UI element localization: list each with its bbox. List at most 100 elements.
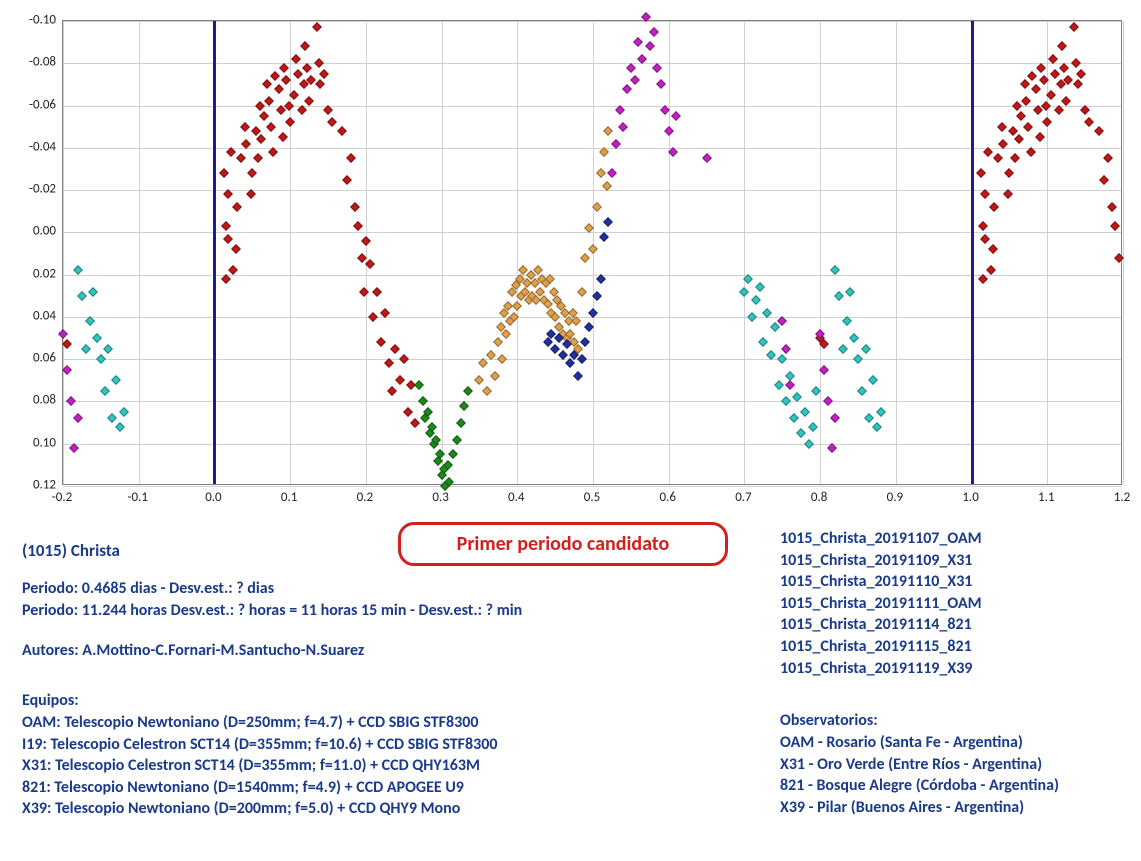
data-point (1016, 111, 1026, 121)
gridline-v (669, 21, 670, 484)
observatory-list: OAM - Rosario (Santa Fe - Argentina)X31 … (780, 732, 1059, 818)
dataset-line: 1015_Christa_20191115_821 (780, 636, 982, 658)
data-point (240, 122, 250, 132)
data-point (1057, 41, 1067, 51)
data-point (774, 380, 784, 390)
data-point (337, 126, 347, 136)
data-point (770, 323, 780, 333)
data-point (463, 386, 473, 396)
data-point (849, 333, 859, 343)
data-point (278, 132, 288, 142)
data-point (372, 287, 382, 297)
ytick-label: 0.10 (16, 435, 56, 450)
data-point (300, 41, 310, 51)
data-point (1027, 71, 1037, 81)
data-point (1042, 118, 1052, 128)
data-point (395, 375, 405, 385)
data-point (418, 397, 428, 407)
data-point (92, 333, 102, 343)
dataset-line: 1015_Christa_20191107_OAM (780, 528, 982, 550)
gridline-h (63, 232, 1121, 233)
xtick-label: -0.1 (127, 490, 147, 505)
data-point (255, 101, 265, 111)
data-point (550, 312, 560, 322)
data-point (671, 111, 681, 121)
data-point (1073, 79, 1083, 89)
xtick-label: 0.0 (205, 490, 221, 505)
data-point (1094, 126, 1104, 136)
equipment-line: X31: Telescopio Celestron SCT14 (D=355mm… (22, 755, 497, 777)
data-point (830, 413, 840, 423)
data-point (259, 111, 269, 121)
data-point (781, 344, 791, 354)
gridline-v (290, 21, 291, 484)
observatories-header: Observatorios: (780, 710, 878, 732)
data-point (789, 413, 799, 423)
data-point (1110, 221, 1120, 231)
equipment-list: OAM: Telescopio Newtoniano (D=250mm; f=4… (22, 712, 497, 820)
data-point (823, 397, 833, 407)
gridline-v (517, 21, 518, 484)
ytick-label: 0.06 (16, 351, 56, 366)
data-point (359, 287, 369, 297)
data-point (1069, 22, 1079, 32)
data-point (607, 168, 617, 178)
data-point (231, 244, 241, 254)
ytick-label: -0.02 (16, 182, 56, 197)
ytick-label: -0.06 (16, 97, 56, 112)
data-point (115, 422, 125, 432)
xtick-label: 1.2 (1114, 490, 1130, 505)
dataset-line: 1015_Christa_20191114_821 (780, 614, 982, 636)
authors: Autores: A.Mottino-C.Fornari-M.Santucho-… (22, 640, 364, 662)
gridline-v (63, 21, 64, 484)
data-point (319, 69, 329, 79)
data-point (512, 301, 522, 311)
gridline-h (63, 190, 1121, 191)
data-point (588, 244, 598, 254)
data-point (376, 337, 386, 347)
data-point (876, 407, 886, 417)
data-point (111, 375, 121, 385)
data-point (474, 375, 484, 385)
data-point (618, 122, 628, 132)
xtick-label: 0.4 (508, 490, 524, 505)
gridline-v (1123, 21, 1124, 484)
data-point (550, 344, 560, 354)
dataset-line: 1015_Christa_20191111_OAM (780, 593, 982, 615)
data-point (853, 354, 863, 364)
equipment-line: 821: Telescopio Newtoniano (D=1540mm; f=… (22, 777, 497, 799)
period-line (971, 21, 974, 484)
data-point (490, 371, 500, 381)
data-point (781, 397, 791, 407)
data-point (100, 386, 110, 396)
data-point (1004, 168, 1014, 178)
data-point (262, 79, 272, 89)
equipment-header: Equipos: (22, 690, 79, 712)
data-point (980, 234, 990, 244)
gridline-h (63, 148, 1121, 149)
gridline-v (820, 21, 821, 484)
data-point (232, 202, 242, 212)
gridline-v (366, 21, 367, 484)
observatory-line: X31 - Oro Verde (Entre Ríos - Argentina) (780, 754, 1059, 776)
data-point (976, 168, 986, 178)
data-point (350, 202, 360, 212)
ytick-label: -0.10 (16, 13, 56, 28)
data-point (107, 413, 117, 423)
data-point (399, 354, 409, 364)
period-days: Periodo: 0.4685 dias - Desv.est.: ? dias (22, 578, 274, 600)
data-point (785, 380, 795, 390)
data-point (223, 234, 233, 244)
gridline-h (63, 401, 1121, 402)
data-point (253, 153, 263, 163)
xtick-label: 0.2 (357, 490, 373, 505)
data-point (596, 168, 606, 178)
observatory-line: X39 - Pilar (Buenos Aires - Argentina) (780, 797, 1059, 819)
data-point (247, 168, 257, 178)
data-point (353, 221, 363, 231)
equipment-line: OAM: Telescopio Newtoniano (D=250mm; f=4… (22, 712, 497, 734)
data-point (410, 418, 420, 428)
ytick-label: 0.12 (16, 478, 56, 493)
data-point (96, 354, 106, 364)
data-point (989, 202, 999, 212)
